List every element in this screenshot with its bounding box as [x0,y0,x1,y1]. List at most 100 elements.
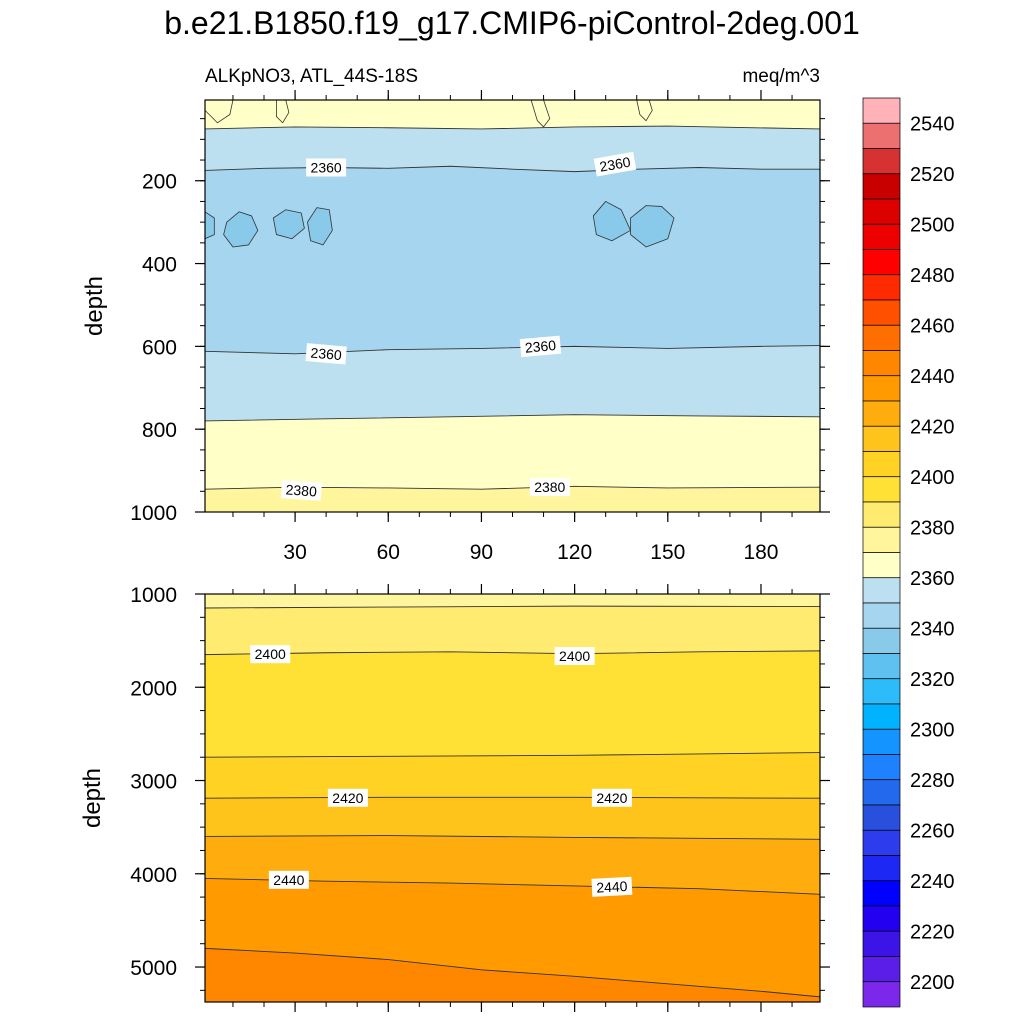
contour-line-lower-1 [205,650,820,656]
right-subtitle: meq/m^3 [742,66,820,87]
colorbar-box [862,223,901,250]
lower-contour-panel: 2400 2400 2420 2420 2440 2440 1000 2000 3000 4000… [130,584,830,1012]
y-tick-label-upper: 200 [142,171,177,194]
contour-line-lower-3 [205,796,820,799]
contour-line-lower-2 [205,752,820,758]
lower-y-axis-label: depth [79,768,106,828]
x-tick-label: 90 [470,541,493,564]
contour-blob-upper-2 [530,100,551,128]
colorbar-label: 2420 [910,416,955,438]
contour-band-lower-2 [205,650,820,758]
colorbar-box [862,476,901,503]
contour-label-text: 2440 [273,872,304,888]
colorbar-box [862,754,901,781]
x-tick-label: 30 [283,541,306,564]
contour-band-upper-3 [205,345,820,421]
colorbar-box [862,97,901,124]
colorbar-box [862,728,901,755]
colorbar-box [862,981,901,1008]
contour-blob-upper-4 [205,211,215,240]
contour-blob-upper-7 [307,207,333,246]
contour-band-upper-5 [205,486,820,512]
colorbar-label: 2340 [910,618,955,640]
colorbar-box [862,173,901,200]
contour-label-text: 2400 [559,648,590,664]
contour-line-upper-1 [205,165,820,173]
contour-band-upper-2 [205,166,820,354]
contour-label-text: 2360 [598,154,632,175]
colorbar-box [862,779,901,806]
contour-line-lower-0 [205,605,820,609]
contour-band-lower-3 [205,752,820,799]
contour-label-text: 2420 [332,790,363,806]
contour-label-text: 2400 [255,646,286,662]
y-tick-label-lower: 2000 [130,677,177,700]
contour-label-upper-5: 2380 [529,478,570,497]
y-tick-label-upper: 600 [142,336,177,359]
contour-band-lower-0 [205,594,820,608]
colorbar-box [862,324,901,351]
upper-contour-panel: 2360 2360 2360 2360 2380 2380 200 400 600 800 1000… [130,90,830,564]
colorbar-box [862,577,901,604]
colorbar-box [862,425,901,452]
contour-label-upper-4: 2380 [280,480,322,501]
colorbar-label: 2320 [910,669,955,691]
contour-band-upper-4 [205,414,820,490]
colorbar-box [862,552,901,579]
colorbar-label: 2360 [910,568,955,590]
contour-label-text: 2380 [534,479,565,495]
colorbar-label: 2400 [910,467,955,489]
colorbar-label: 2260 [910,820,955,842]
contour-label-text: 2440 [596,878,628,896]
colorbar-label: 2240 [910,871,955,893]
contour-blob-upper-6 [272,209,305,240]
colorbar-box [862,905,901,932]
y-tick-label-lower: 1000 [130,584,177,607]
colorbar-label: 2520 [910,164,955,186]
contour-label-text: 2380 [285,481,317,499]
x-tick-label: 180 [743,541,778,564]
x-tick-label: 120 [557,541,592,564]
colorbar-label: 2460 [910,315,955,337]
colorbar-box [862,880,901,907]
colorbar-box [862,375,901,402]
colorbar-box [862,627,901,654]
colorbar-box [862,400,901,427]
contour-label-lower-1: 2400 [554,647,595,666]
contour-band-lower-4 [205,797,820,840]
colorbar-box [862,703,901,730]
colorbar-box [862,526,901,553]
colorbar-label: 2440 [910,366,955,388]
colorbar-label: 2480 [910,265,955,287]
contour-label-upper-2: 2360 [305,343,347,365]
colorbar-label: 2500 [910,214,955,236]
colorbar: 2200 2220 2240 2260 2280 2300 2320 2340 2360 2380… [862,97,955,1008]
contour-label-upper-3: 2360 [519,335,562,358]
colorbar-box [862,198,901,225]
contour-blob-upper-0 [205,100,234,124]
colorbar-box [862,249,901,276]
colorbar-box [862,855,901,882]
colorbar-box [862,678,901,705]
contour-label-upper-1: 2360 [593,151,637,177]
colorbar-box [862,350,901,377]
colorbar-box [862,299,901,326]
contour-blob-upper-1 [276,100,290,124]
figure-title: b.e21.B1850.f19_g17.CMIP6-piControl-2deg… [164,5,860,41]
contour-blob-upper-5 [223,211,259,248]
colorbar-box [862,274,901,301]
contour-line-upper-0 [205,125,820,130]
contour-band-lower-6 [205,878,820,997]
colorbar-box [862,501,901,528]
contour-line-upper-3 [205,414,820,422]
colorbar-box [862,804,901,831]
colorbar-label: 2220 [910,921,955,943]
colorbar-label: 2200 [910,972,955,994]
contour-label-text: 2360 [524,337,557,356]
contour-band-upper-1 [205,126,820,172]
colorbar-box [862,451,901,478]
x-tick-label: 150 [650,541,685,564]
contour-line-lower-6 [205,947,820,998]
colorbar-box [862,122,901,149]
